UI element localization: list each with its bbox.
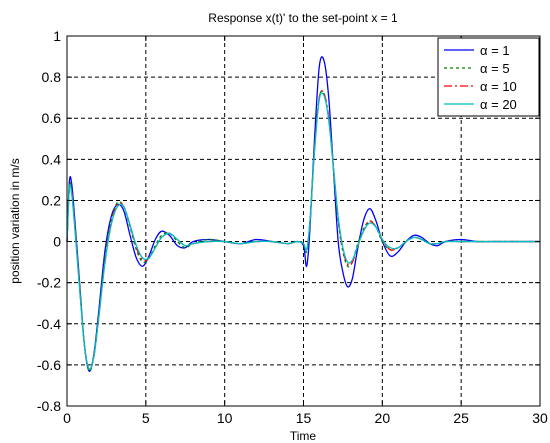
y-tick-label: 0.6 (42, 110, 62, 126)
series-line-4 (66, 92, 540, 371)
grid-layer (67, 36, 540, 406)
x-tick-label: 30 (532, 410, 548, 426)
legend-box (437, 37, 540, 117)
legend-label-2: α = 5 (480, 61, 510, 76)
y-tick-label: 1 (53, 28, 61, 44)
y-tick-label: 0.4 (42, 151, 62, 167)
x-tick-label: 5 (142, 410, 150, 426)
x-tick-label: 25 (453, 410, 469, 426)
y-tick-label: -0.6 (37, 357, 61, 373)
y-tick-label: -0.4 (37, 316, 61, 332)
x-tick-label: 15 (296, 410, 312, 426)
chart-title: Response x(t)' to the set-point x = 1 (208, 11, 398, 25)
y-tick-label: 0 (53, 234, 61, 250)
legend-label-1: α = 1 (480, 43, 510, 58)
x-tick-label: 10 (217, 410, 233, 426)
y-tick-label: 0.2 (42, 192, 62, 208)
legend-label-3: α = 10 (480, 79, 517, 94)
series-layer (66, 56, 540, 373)
legend-label-4: α = 20 (480, 97, 517, 112)
x-tick-label: 20 (375, 410, 391, 426)
legend: α = 1 α = 5 α = 10 α = 20 (437, 37, 540, 117)
y-tick-label: 0.8 (42, 69, 62, 85)
x-tick-label: 0 (63, 410, 71, 426)
y-axis-label: position variation in m/s (8, 158, 22, 283)
tick-layer: 0 5 10 15 20 25 30 1 0.8 0.6 0.4 0.2 0 -0.2 -0.4 -0.6 -0… (37, 28, 548, 426)
x-axis-label: Time (290, 429, 317, 443)
y-tick-label: -0.2 (37, 275, 61, 291)
y-tick-label: -0.8 (37, 398, 61, 414)
